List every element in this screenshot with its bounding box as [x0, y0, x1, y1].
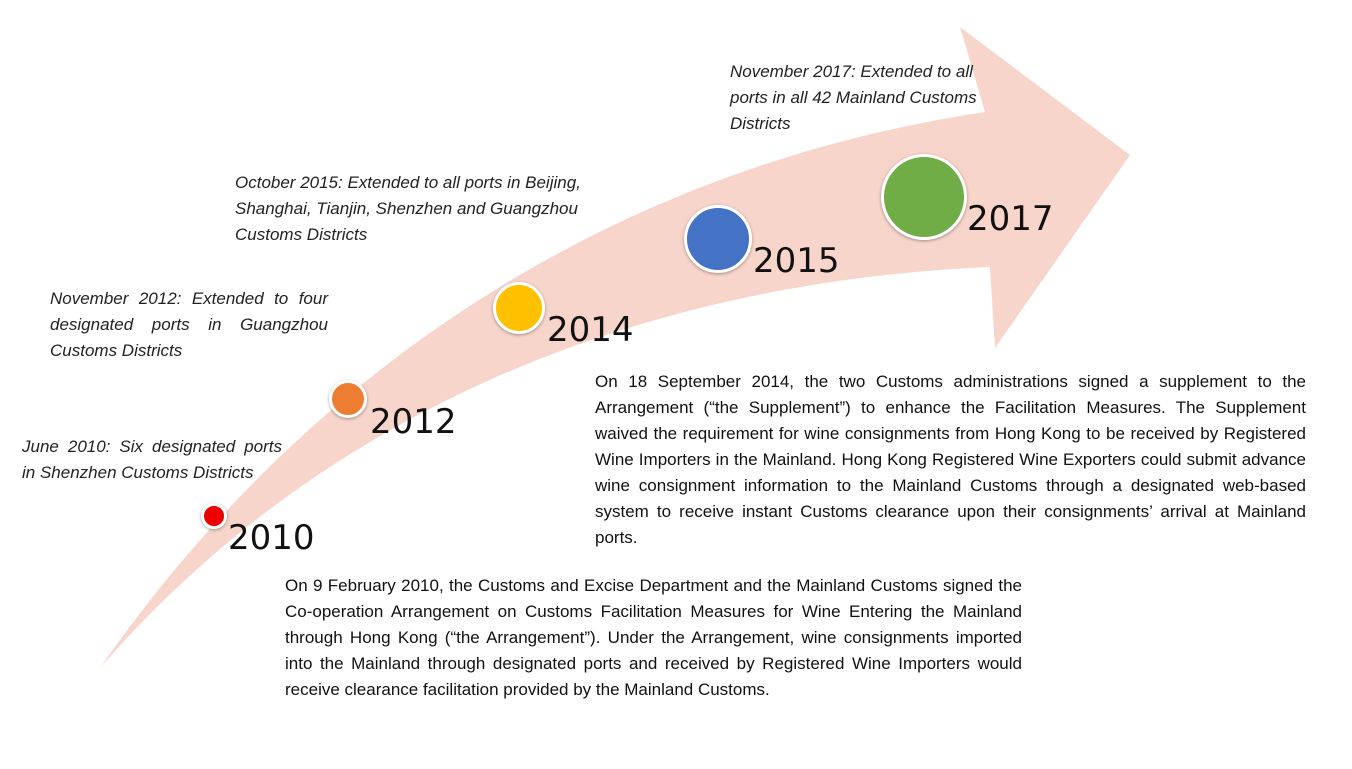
supplement-2014-note: On 18 September 2014, the two Customs ad…	[595, 372, 1306, 547]
milestone-2012: November 2012: Extended to four designat…	[50, 289, 328, 360]
year-label-2017: 2017	[967, 199, 1054, 239]
year-label-2014: 2014	[547, 310, 634, 350]
milestone-2010: June 2010: Six designated ports in Shenz…	[22, 437, 282, 482]
milestone-2015: October 2015: Extended to all ports in B…	[235, 173, 581, 244]
timeline-dot-2017	[881, 154, 967, 240]
milestone-2017: November 2017: Extended to all ports in …	[730, 62, 977, 133]
timeline-dot-2014	[493, 282, 545, 334]
arrow-shape	[100, 27, 1130, 668]
timeline-dot-2010	[201, 503, 227, 529]
timeline-dot-2012	[329, 380, 367, 418]
timeline-dot-2015	[684, 205, 752, 273]
year-label-2010: 2010	[228, 518, 315, 558]
arrangement-2010-note: On 9 February 2010, the Customs and Exci…	[285, 576, 1022, 699]
year-label-2012: 2012	[370, 402, 457, 442]
year-label-2015: 2015	[753, 241, 840, 281]
